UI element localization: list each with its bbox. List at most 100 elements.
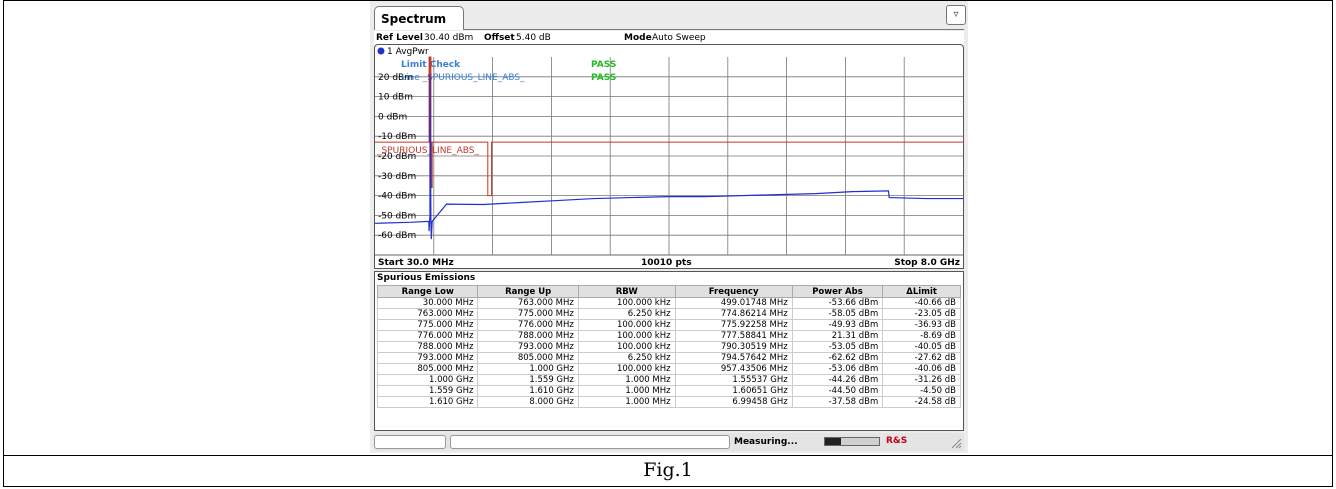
- status-bar: Measuring... R&S: [374, 433, 964, 451]
- table-cell: -53.06 dBm: [791, 363, 884, 375]
- table-cell: 1.000 GHz: [477, 363, 579, 375]
- y-tick-label: -20 dBm: [378, 152, 416, 162]
- table-cell: -49.93 dBm: [791, 319, 884, 331]
- table-cell: 1.000 MHz: [577, 374, 676, 386]
- table-cell: 805.000 MHz: [477, 352, 579, 364]
- menu-icon[interactable]: ▿: [946, 5, 966, 25]
- table-cell: -27.62 dB: [882, 352, 961, 364]
- tab-underline: [464, 29, 964, 30]
- table-cell: -24.58 dB: [882, 396, 961, 408]
- table-cell: -8.69 dB: [882, 330, 961, 342]
- figure-caption: Fig.1: [643, 459, 693, 481]
- status-field-message[interactable]: [450, 435, 730, 449]
- points-label: 10010 pts: [641, 258, 692, 268]
- table-row[interactable]: 763.000 MHz 775.000 MHz 6.250 kHz 774.86214…: [376, 308, 961, 320]
- table-cell: -40.66 dB: [882, 297, 961, 309]
- column-header: Range Up: [477, 285, 579, 298]
- table-cell: 100.000 kHz: [577, 341, 676, 353]
- table-row[interactable]: 1.610 GHz 8.000 GHz 1.000 MHz 6.99458 GHz -3…: [376, 396, 961, 408]
- table-cell: 1.55537 GHz: [674, 374, 793, 386]
- column-header: Range Low: [376, 285, 479, 298]
- table-cell: 1.559 GHz: [376, 385, 479, 397]
- table-cell: 1.610 GHz: [376, 396, 479, 408]
- offset-label: Offset: [484, 33, 515, 43]
- table-row[interactable]: 776.000 MHz 788.000 MHz 100.000 kHz 777.588…: [376, 330, 961, 342]
- resize-grip-icon[interactable]: [948, 435, 962, 449]
- table-row[interactable]: 30.000 MHz 763.000 MHz 100.000 kHz 499.0174…: [376, 297, 961, 309]
- table-cell: -40.05 dB: [882, 341, 961, 353]
- trace-indicator-icon: [377, 47, 385, 55]
- table-cell: 793.000 MHz: [376, 352, 479, 364]
- table-cell: -23.05 dB: [882, 308, 961, 320]
- limit-line: [375, 56, 963, 197]
- measurement-params: Ref Level 30.40 dBm Offset 5.40 dB Mode …: [374, 31, 964, 45]
- table-row[interactable]: 1.559 GHz 1.610 GHz 1.000 MHz 1.60651 GHz -4…: [376, 385, 961, 397]
- y-tick-label: 0 dBm: [378, 112, 407, 122]
- caption-divider: [4, 455, 1332, 456]
- column-header: RBW: [577, 285, 676, 298]
- analyzer-screen: Spectrum ▿ Ref Level 30.40 dBm Offset 5.…: [370, 1, 968, 453]
- table-cell: -37.58 dBm: [791, 396, 884, 408]
- column-header: Power Abs: [791, 285, 884, 298]
- table-cell: 777.58841 MHz: [674, 330, 793, 342]
- spurious-emissions-table: Range Low Range Up RBW Frequency Power Abs ΔL…: [376, 285, 961, 408]
- table-cell: -58.05 dBm: [791, 308, 884, 320]
- table-cell: -53.66 dBm: [791, 297, 884, 309]
- table-body: 30.000 MHz 763.000 MHz 100.000 kHz 499.0174…: [376, 297, 961, 408]
- trace-label: 1 AvgPwr: [387, 47, 429, 57]
- limit-line-path: [375, 56, 963, 197]
- y-tick-label: 10 dBm: [378, 93, 413, 103]
- table-cell: 1.000 GHz: [376, 374, 479, 386]
- table-cell: -40.06 dB: [882, 363, 961, 375]
- table-cell: 30.000 MHz: [376, 297, 479, 309]
- table-row[interactable]: 775.000 MHz 776.000 MHz 100.000 kHz 775.922…: [376, 319, 961, 331]
- x-stop-label: Stop 8.0 GHz: [894, 258, 960, 268]
- table-cell: 775.92258 MHz: [674, 319, 793, 331]
- table-cell: 6.99458 GHz: [674, 396, 793, 408]
- table-cell: 8.000 GHz: [477, 396, 579, 408]
- table-cell: 100.000 kHz: [577, 330, 676, 342]
- table-cell: 775.000 MHz: [376, 319, 479, 331]
- table-cell: 1.000 MHz: [577, 385, 676, 397]
- spurious-emissions-panel: Spurious Emissions Range Low Range Up RBW F…: [374, 271, 964, 431]
- table-row[interactable]: 1.000 GHz 1.559 GHz 1.000 MHz 1.55537 GHz -4…: [376, 374, 961, 386]
- trace-series: [375, 74, 963, 240]
- table-cell: 1.000 MHz: [577, 396, 676, 408]
- status-field-left[interactable]: [374, 435, 446, 449]
- table-cell: 100.000 kHz: [577, 363, 676, 375]
- table-cell: 499.01748 MHz: [674, 297, 793, 309]
- mode-value: Auto Sweep: [652, 33, 706, 43]
- table-row[interactable]: 788.000 MHz 793.000 MHz 100.000 kHz 790.305…: [376, 341, 961, 353]
- spectrum-chart: 1 AvgPwr 20 dBm 10 dBm 0 dBm -10 dBm -20 dBm…: [375, 47, 963, 268]
- table-cell: 763.000 MHz: [376, 308, 479, 320]
- table-row[interactable]: 793.000 MHz 805.000 MHz 6.250 kHz 794.57642…: [376, 352, 961, 364]
- rs-logo: R&S: [886, 436, 908, 446]
- measure-progress-bar: [824, 437, 880, 446]
- table-cell: 794.57642 MHz: [674, 352, 793, 364]
- limit-line-name: Line _SPURIOUS_LINE_ABS_: [401, 73, 525, 83]
- table-row[interactable]: 805.000 MHz 1.000 GHz 100.000 kHz 957.43506…: [376, 363, 961, 375]
- table-cell: 1.610 GHz: [477, 385, 579, 397]
- spectrum-graph[interactable]: 1 AvgPwr 20 dBm 10 dBm 0 dBm -10 dBm -20 dBm…: [374, 44, 964, 269]
- trace-line: [375, 74, 963, 240]
- graph-grid: [375, 57, 963, 255]
- table-cell: -44.50 dBm: [791, 385, 884, 397]
- y-tick-label: -40 dBm: [378, 192, 416, 202]
- column-header: Frequency: [674, 285, 793, 298]
- table-title: Spurious Emissions: [377, 273, 476, 283]
- limit-check-result: PASS: [591, 60, 616, 70]
- table-cell: 776.000 MHz: [477, 319, 579, 331]
- table-cell: 788.000 MHz: [477, 330, 579, 342]
- y-tick-label: -30 dBm: [378, 172, 416, 182]
- offset-value: 5.40 dB: [516, 33, 551, 43]
- table-cell: 805.000 MHz: [376, 363, 479, 375]
- y-tick-label: -10 dBm: [378, 132, 416, 142]
- figure-frame: Fig.1: [3, 0, 1333, 487]
- table-cell: 763.000 MHz: [477, 297, 579, 309]
- table-cell: -31.26 dB: [882, 374, 961, 386]
- table-cell: 775.000 MHz: [477, 308, 579, 320]
- table-cell: 6.250 kHz: [577, 308, 676, 320]
- table-cell: 957.43506 MHz: [674, 363, 793, 375]
- tab-spectrum[interactable]: Spectrum: [374, 6, 464, 30]
- table-cell: 1.559 GHz: [477, 374, 579, 386]
